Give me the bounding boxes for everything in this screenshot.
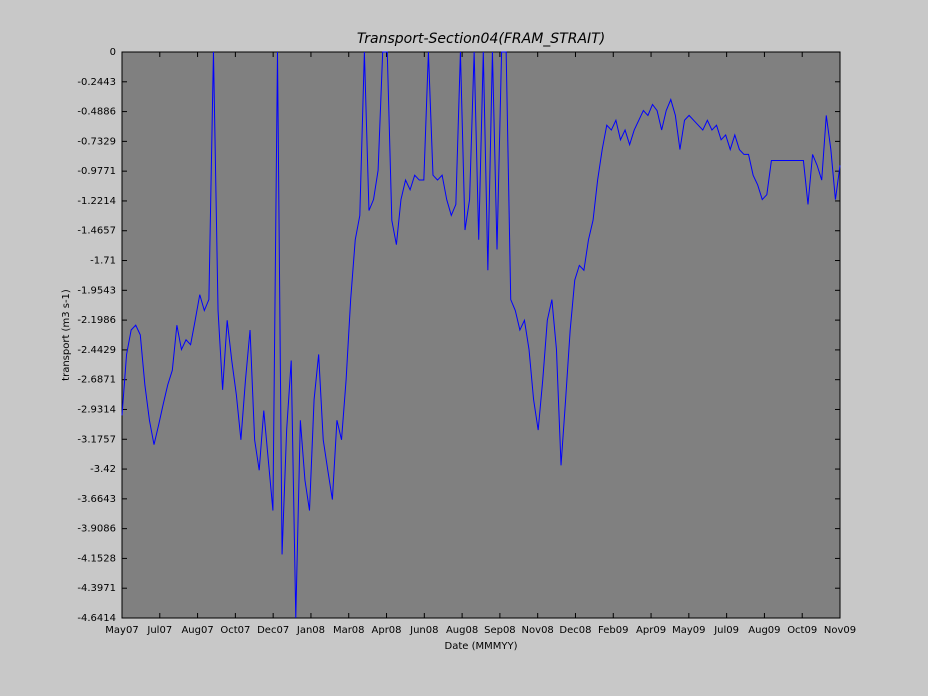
x-tick-label: Jul07 [146,625,172,636]
x-tick-label: Feb09 [598,625,628,636]
x-tick-label: Aug07 [181,625,213,636]
y-tick-label: -2.6871 [77,375,116,386]
x-tick-label: May09 [672,625,705,636]
x-tick-label: Sep08 [484,625,516,636]
y-tick-label: -2.1986 [77,315,116,326]
x-tick-label: Oct09 [787,625,817,636]
y-tick-label: -4.6414 [77,613,116,624]
x-tick-label: Mar08 [333,625,365,636]
y-tick-label: -3.9086 [77,524,116,535]
y-tick-label: 0 [110,47,116,58]
data-line [121,51,841,618]
x-tick-label: Jun08 [409,625,438,636]
y-tick-label: -1.4657 [77,226,116,237]
x-tick-label: Jan08 [296,625,325,636]
x-tick-label: Oct07 [220,625,250,636]
x-tick-label: Apr08 [372,625,402,636]
y-tick-label: -3.1757 [77,434,116,445]
y-tick-label: -3.6643 [77,494,116,505]
y-tick-label: -4.1528 [77,553,116,564]
y-axis-label: transport (m3 s-1) [61,289,72,381]
y-tick-label: -1.2214 [77,196,116,207]
y-tick-label: -0.9771 [77,166,116,177]
y-tick-label: -2.4429 [77,345,116,356]
y-tick-label: -1.9543 [77,285,116,296]
x-tick-label: Dec07 [257,625,289,636]
chart-title: Transport-Section04(FRAM_STRAIT) [357,31,605,47]
x-tick-label: Aug09 [748,625,780,636]
y-tick-label: -0.7329 [77,136,116,147]
y-tick-label: -2.9314 [77,404,116,415]
y-tick-label: -4.3971 [77,583,116,594]
y-tick-label: -3.42 [90,464,116,475]
y-tick-label: -0.2443 [77,77,116,88]
x-tick-label: Apr09 [636,625,666,636]
x-tick-label: Aug08 [446,625,478,636]
x-tick-label: Nov09 [824,625,856,636]
x-tick-label: Nov08 [522,625,554,636]
x-tick-label: May07 [105,625,138,636]
y-tick-label: -0.4886 [77,107,116,118]
x-tick-label: Jul09 [713,625,739,636]
x-axis-label: Date (MMMYY) [445,641,518,652]
x-tick-label: Dec08 [559,625,591,636]
y-tick-label: -1.71 [90,256,116,267]
